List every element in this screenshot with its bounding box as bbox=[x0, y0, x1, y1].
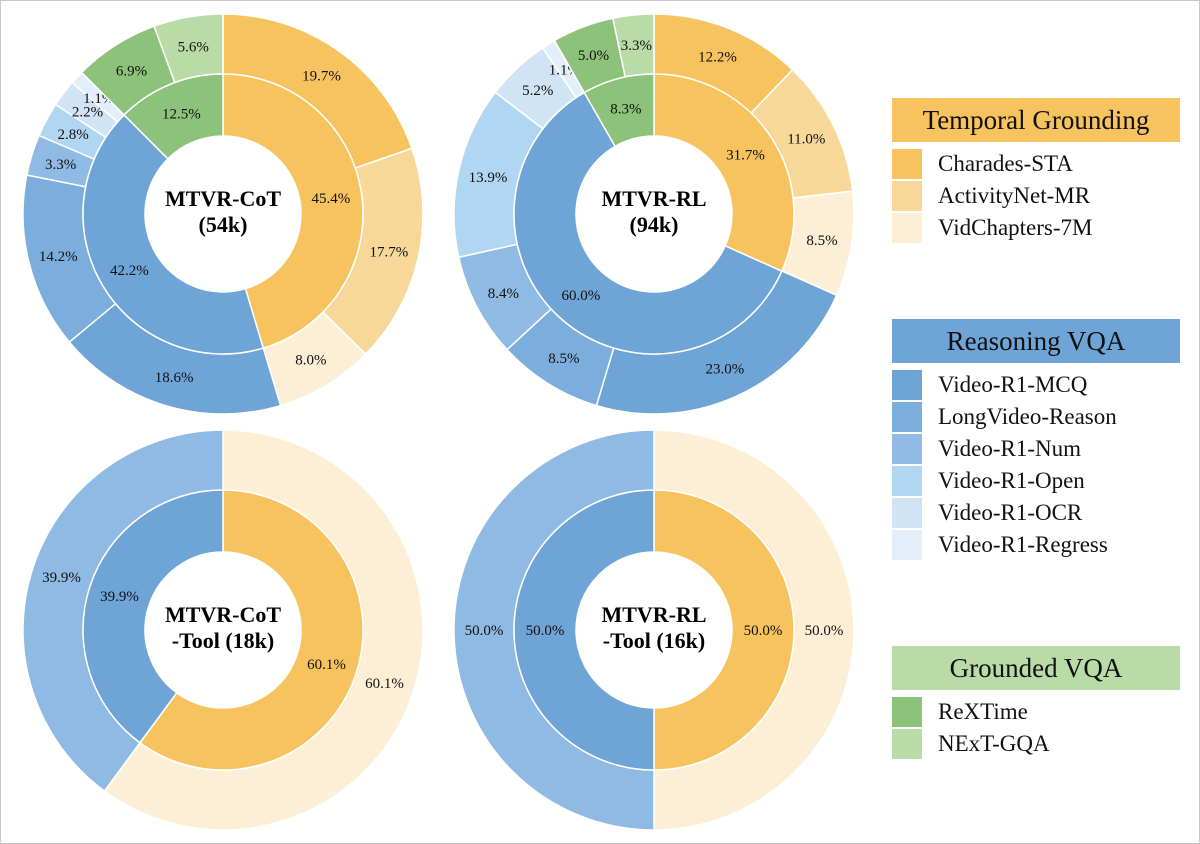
inner-label-reasoning-vqa: 39.9% bbox=[100, 589, 139, 605]
outer-label-video-r1-open: 13.9% bbox=[469, 170, 508, 186]
donut-hole bbox=[576, 552, 732, 708]
outer-label-video-r1-open: 2.8% bbox=[57, 127, 88, 143]
inner-label-temporal-grounding: 50.0% bbox=[744, 623, 783, 639]
legend-swatch bbox=[892, 370, 922, 400]
outer-label-rextime: 6.9% bbox=[116, 64, 147, 80]
legend-swatch bbox=[892, 498, 922, 528]
donut-hole bbox=[145, 136, 301, 292]
donut-chart-2: 12.2%11.0%8.5%23.0%8.5%8.4%13.9%5.2%1.1%… bbox=[453, 13, 855, 415]
outer-label-rextime: 5.0% bbox=[578, 48, 609, 64]
legend-item-charades-sta: Charades-STA bbox=[892, 148, 1180, 180]
inner-label-temporal-grounding: 45.4% bbox=[311, 191, 350, 207]
outer-label-video-r1-mcq: 23.0% bbox=[705, 362, 744, 378]
legend-item-activitynet-mr: ActivityNet-MR bbox=[892, 180, 1180, 212]
legend-label: NExT-GQA bbox=[938, 731, 1050, 756]
legend-label: VidChapters-7M bbox=[938, 215, 1093, 240]
inner-label-reasoning-vqa: 42.2% bbox=[110, 263, 149, 279]
outer-label-charades-sta: 12.2% bbox=[698, 49, 737, 65]
legend-swatch bbox=[892, 466, 922, 496]
chart-title-line: MTVR-CoT bbox=[165, 186, 281, 211]
legend-label: Charades-STA bbox=[938, 151, 1073, 176]
legend-item-longvideo-reason: LongVideo-Reason bbox=[892, 401, 1180, 433]
outer-label-video-r1-num: 39.9% bbox=[42, 570, 81, 586]
donut-chart-1: 19.7%17.7%8.0%18.6%14.2%3.3%2.8%2.2%1.1%… bbox=[22, 13, 424, 415]
outer-label-video-r1-num: 3.3% bbox=[45, 157, 76, 173]
legend-header: Grounded VQA bbox=[892, 646, 1180, 690]
legend-label: ReXTime bbox=[938, 699, 1028, 724]
outer-label-next-gqa: 3.3% bbox=[621, 38, 652, 54]
legend-label: Video-R1-OCR bbox=[938, 500, 1083, 525]
inner-label-grounded-vqa: 12.5% bbox=[162, 106, 201, 122]
legend-swatch bbox=[892, 181, 922, 211]
legend-label: ActivityNet-MR bbox=[938, 183, 1091, 208]
legend-label: Video-R1-Num bbox=[938, 436, 1081, 461]
outer-label-charades-sta: 19.7% bbox=[302, 68, 341, 84]
chart-title-line: -Tool (18k) bbox=[172, 628, 274, 653]
chart-title-line: MTVR-RL bbox=[601, 186, 706, 211]
legend-item-video-r1-num: Video-R1-Num bbox=[892, 433, 1180, 465]
donut-chart-3: 60.1% 39.9% 60.1% 39.9% MTVR-CoT-Tool (18k) bbox=[22, 429, 424, 831]
legend-swatch bbox=[892, 149, 922, 179]
outer-label-vidchapters-7m: 50.0% bbox=[805, 623, 844, 639]
outer-label-vidchapters-7m: 60.1% bbox=[365, 676, 404, 692]
chart-title-line: -Tool (16k) bbox=[603, 628, 705, 653]
outer-label-vidchapters-7m: 8.5% bbox=[806, 233, 837, 249]
legend-item-video-r1-ocr: Video-R1-OCR bbox=[892, 497, 1180, 529]
inner-label-reasoning-vqa: 50.0% bbox=[526, 623, 565, 639]
inner-label-temporal-grounding: 60.1% bbox=[307, 657, 346, 673]
outer-label-vidchapters-7m: 8.0% bbox=[295, 353, 326, 369]
outer-label-activitynet-mr: 11.0% bbox=[787, 132, 825, 148]
legend-item-next-gqa: NExT-GQA bbox=[892, 728, 1180, 760]
legend-label: Video-R1-MCQ bbox=[938, 372, 1088, 397]
outer-label-longvideo-reason: 8.5% bbox=[548, 351, 579, 367]
legend-label: Video-R1-Regress bbox=[938, 532, 1108, 557]
inner-label-reasoning-vqa: 60.0% bbox=[562, 288, 601, 304]
outer-label-video-r1-num: 50.0% bbox=[465, 623, 504, 639]
legend-item-vidchapters-7m: VidChapters-7M bbox=[892, 212, 1180, 244]
legend-swatch bbox=[892, 213, 922, 243]
legend-swatch bbox=[892, 530, 922, 560]
legend-swatch bbox=[892, 434, 922, 464]
chart-title-line: MTVR-RL bbox=[601, 602, 706, 627]
legend-item-video-r1-regress: Video-R1-Regress bbox=[892, 529, 1180, 561]
legend-swatch bbox=[892, 697, 922, 727]
legend-group-grounded-vqa: Grounded VQA ReXTime NExT-GQA bbox=[892, 646, 1180, 760]
outer-label-video-r1-ocr: 2.2% bbox=[72, 104, 103, 120]
legend-swatch bbox=[892, 402, 922, 432]
legend-item-rextime: ReXTime bbox=[892, 696, 1180, 728]
legend-header: Temporal Grounding bbox=[892, 98, 1180, 142]
outer-label-longvideo-reason: 14.2% bbox=[39, 249, 78, 265]
donut-hole bbox=[576, 136, 732, 292]
legend-label: Video-R1-Open bbox=[938, 468, 1085, 493]
outer-label-video-r1-mcq: 18.6% bbox=[155, 370, 194, 386]
outer-label-video-r1-num: 8.4% bbox=[488, 286, 519, 302]
chart-title-line: (94k) bbox=[630, 212, 679, 237]
outer-label-video-r1-ocr: 5.2% bbox=[522, 83, 553, 99]
legend-swatch bbox=[892, 729, 922, 759]
legend-item-video-r1-mcq: Video-R1-MCQ bbox=[892, 369, 1180, 401]
chart-title-line: MTVR-CoT bbox=[165, 602, 281, 627]
legend-header: Reasoning VQA bbox=[892, 319, 1180, 363]
outer-label-next-gqa: 5.6% bbox=[178, 40, 209, 56]
legend-group-reasoning-vqa: Reasoning VQA Video-R1-MCQ LongVideo-Reaso… bbox=[892, 319, 1180, 561]
legend-group-temporal-grounding: Temporal Grounding Charades-STA ActivityNe… bbox=[892, 98, 1180, 244]
legend-label: LongVideo-Reason bbox=[938, 404, 1117, 429]
chart-title-line: (54k) bbox=[199, 212, 248, 237]
donut-hole bbox=[145, 552, 301, 708]
legend-item-video-r1-open: Video-R1-Open bbox=[892, 465, 1180, 497]
donut-chart-4: 50.0% 50.0% 50.0% 50.0% MTVR-RL-Tool (16k) bbox=[453, 429, 855, 831]
inner-label-temporal-grounding: 31.7% bbox=[726, 148, 765, 164]
inner-label-grounded-vqa: 8.3% bbox=[610, 102, 641, 118]
outer-label-activitynet-mr: 17.7% bbox=[369, 244, 408, 260]
